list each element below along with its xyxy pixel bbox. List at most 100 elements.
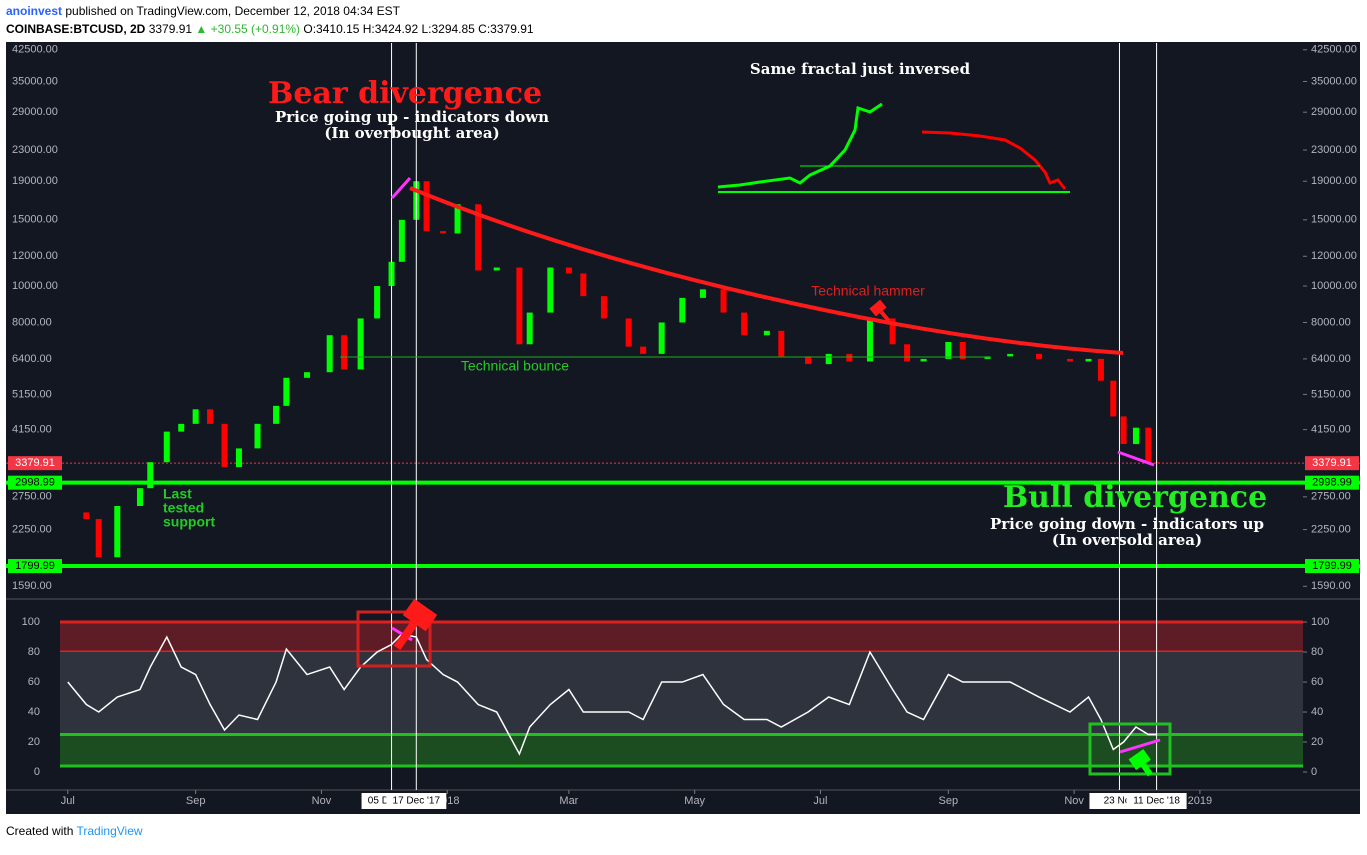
- y-tick-label: 5150.00: [12, 388, 52, 400]
- candle: [341, 335, 348, 370]
- candle: [83, 512, 90, 520]
- candle: [254, 423, 261, 449]
- candle: [580, 273, 587, 297]
- x-tick-label: Nov: [1064, 795, 1084, 807]
- highlight-box: [356, 610, 432, 668]
- author: anoinvest: [6, 4, 62, 18]
- candle: [805, 356, 812, 365]
- candle: [763, 330, 770, 336]
- candle: [1085, 358, 1092, 362]
- price-label: 2998.99: [15, 477, 55, 489]
- y-tick-label: 6400.00: [12, 353, 52, 365]
- price-label: 1799.99: [1312, 560, 1352, 572]
- candle: [778, 330, 785, 357]
- date-label: 11 Dec '18: [1133, 796, 1180, 807]
- candle: [114, 505, 121, 558]
- candle: [475, 204, 482, 271]
- marks-layer: 3379.91 3379.91 2998.99 2998.99 1799.99 1799.…: [8, 43, 1359, 809]
- annotation: Price going up - indicators down: [275, 108, 549, 126]
- candle: [565, 267, 572, 274]
- candle: [273, 405, 280, 424]
- price-label-box: [8, 456, 62, 471]
- y-tick-label: 35000.00: [1311, 75, 1357, 87]
- y-tick-label: 2750.00: [12, 491, 52, 503]
- candle: [221, 423, 228, 468]
- y-tick-label: 100: [1311, 616, 1329, 628]
- y-tick-label: 80: [28, 646, 40, 658]
- price-label: 3379.91: [15, 457, 55, 469]
- y-tick-label: 8000.00: [1311, 316, 1351, 328]
- date-label-box: [1126, 793, 1187, 809]
- y-tick-label: 40: [28, 706, 40, 718]
- y-tick-label: 60: [1311, 676, 1323, 688]
- candle: [1066, 358, 1073, 362]
- fractal-down: [921, 130, 1067, 190]
- candle: [640, 346, 647, 354]
- y-tick-label: 42500.00: [1311, 44, 1357, 56]
- y-tick-label: 4150.00: [1311, 424, 1351, 436]
- change: ▲ +30.55 (+0.91%): [195, 22, 300, 36]
- candle: [547, 267, 554, 313]
- price-label: 1799.99: [15, 560, 55, 572]
- y-tick-label: 10000.00: [12, 280, 58, 292]
- x-tick-label: Jul: [61, 795, 75, 807]
- candle: [1097, 358, 1104, 381]
- y-tick-label: 35000.00: [12, 75, 58, 87]
- candle: [1132, 427, 1139, 445]
- y-tick-label: 1590.00: [12, 580, 52, 592]
- last-price: 3379.91: [149, 22, 193, 36]
- candle: [945, 341, 952, 359]
- y-tick-label: 12000.00: [1311, 250, 1357, 262]
- price-label-box: [1305, 475, 1359, 490]
- divergence-line: [1119, 738, 1161, 754]
- price-label-box: [8, 559, 62, 574]
- candle: [304, 372, 311, 378]
- y-tick-label: 40: [1311, 706, 1323, 718]
- y-tick-label: 20: [1311, 736, 1323, 748]
- price-label: 3379.91: [1312, 457, 1352, 469]
- y-tick-label: 15000.00: [12, 214, 58, 226]
- price-label-box: [1305, 456, 1359, 471]
- candle: [889, 318, 896, 345]
- symbol-line: COINBASE:BTCUSD, 2D 3379.91 ▲ +30.55 (+0…: [6, 22, 534, 36]
- price-label: 2998.99: [1312, 477, 1352, 489]
- candle: [1007, 353, 1014, 357]
- x-tick-label: Jul: [813, 795, 827, 807]
- y-tick-label: 1590.00: [1311, 580, 1351, 592]
- price-label-box: [1305, 559, 1359, 574]
- zone: [60, 734, 1303, 767]
- date-label: 17 Dec '17: [393, 796, 441, 807]
- y-tick-label: 29000.00: [1311, 106, 1357, 118]
- ohlc: O:3410.15 H:3424.92 L:3294.85 C:3379.91: [303, 22, 534, 36]
- fractal-up: [717, 102, 883, 189]
- price-label-box: [8, 475, 62, 490]
- annotation: (In overbought area): [324, 124, 499, 142]
- candle: [283, 377, 290, 406]
- x-tick-label: Mar: [559, 795, 578, 807]
- candle: [357, 318, 364, 370]
- annotation-title: Bull divergence: [1003, 480, 1267, 515]
- zone: [60, 622, 1303, 653]
- candle: [178, 423, 185, 432]
- date-label-box: [386, 793, 447, 809]
- y-tick-label: 100: [22, 616, 40, 628]
- candle: [984, 356, 991, 359]
- annotation: Last: [163, 486, 192, 502]
- candle: [423, 181, 430, 232]
- annotation: Price going down - indicators up: [990, 515, 1264, 533]
- y-tick-label: 4150.00: [12, 424, 52, 436]
- symbol: COINBASE:BTCUSD, 2D: [6, 22, 146, 36]
- y-tick-label: 5150.00: [1311, 388, 1351, 400]
- rsi-line: [67, 633, 1157, 756]
- y-tick-label: 15000.00: [1311, 214, 1357, 226]
- y-tick-label: 23000.00: [1311, 144, 1357, 156]
- hammer-icon: [1128, 749, 1153, 777]
- y-tick-label: 0: [34, 766, 40, 778]
- candle: [398, 219, 405, 262]
- footer-brand[interactable]: TradingView: [77, 824, 143, 838]
- candle: [699, 289, 706, 298]
- candle: [163, 431, 170, 463]
- candle: [1145, 427, 1152, 463]
- candle: [454, 204, 461, 234]
- zone: [60, 652, 1303, 735]
